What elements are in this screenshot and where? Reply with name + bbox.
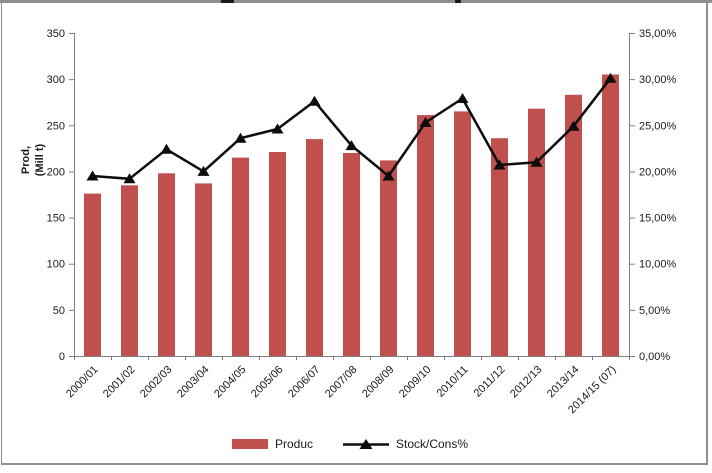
left-axis-tick-label: 100 — [47, 259, 65, 271]
left-axis-title-line2: (Mill t) — [34, 143, 46, 177]
x-axis-label: 2006/07 — [286, 364, 323, 401]
right-axis-tick-label: 0,00% — [639, 351, 670, 363]
left-axis-tick-label: 200 — [47, 166, 65, 178]
legend-line-marker-icon — [343, 439, 389, 449]
produc-bar — [269, 152, 286, 356]
x-axis-label: 2000/01 — [64, 364, 101, 401]
triangle-marker-icon — [382, 170, 395, 181]
produc-bar — [417, 115, 434, 356]
left-axis-tick-label: 350 — [47, 28, 65, 40]
triangle-marker-icon — [456, 93, 469, 104]
legend: Produc Stock/Cons% — [0, 437, 700, 451]
cropped-title-remnant — [221, 0, 234, 3]
triangle-marker-icon — [86, 170, 99, 181]
triangle-marker-icon — [567, 120, 580, 131]
cropped-title-remnant — [455, 0, 461, 3]
x-axis-label: 2004/05 — [212, 364, 249, 401]
legend-bar-swatch-icon — [231, 439, 268, 449]
right-axis-tick-label: 10,00% — [639, 259, 677, 271]
triangle-marker-icon — [308, 95, 321, 106]
x-axis-label: 2002/03 — [138, 364, 175, 401]
legend-item-stockcons: Stock/Cons% — [343, 437, 468, 451]
triangle-marker-icon — [271, 123, 284, 134]
produc-bar — [306, 139, 323, 356]
produc-bar — [343, 153, 360, 356]
x-axis-label: 2003/04 — [175, 364, 212, 401]
legend-label-produc: Produc — [274, 437, 313, 451]
left-axis-title: Prod, (Mill t) — [19, 100, 49, 220]
produc-bar — [232, 157, 249, 356]
triangle-marker-icon — [493, 159, 506, 170]
triangle-marker-icon — [160, 143, 173, 154]
produc-bar — [491, 138, 508, 356]
x-axis-label: 2009/10 — [397, 364, 434, 401]
produc-bar — [158, 173, 175, 356]
right-axis-tick-label: 20,00% — [639, 166, 677, 178]
x-axis-label: 2013/14 — [545, 364, 582, 401]
x-axis-label: 2001/02 — [101, 364, 138, 401]
legend-item-produc: Produc — [231, 437, 313, 451]
triangle-marker-icon — [345, 140, 358, 151]
left-axis-tick-label: 250 — [47, 120, 65, 132]
x-axis-label: 2012/13 — [508, 364, 545, 401]
triangle-marker-icon — [234, 132, 247, 143]
x-axis-label: 2008/09 — [360, 364, 397, 401]
produc-bar — [121, 185, 138, 356]
x-axis-label: 2007/08 — [323, 364, 360, 401]
produc-bar — [528, 108, 545, 356]
x-axis-label: 2011/12 — [472, 364, 508, 400]
right-axis-tick-label: 15,00% — [639, 213, 677, 225]
left-axis-title-line1: Prod, — [20, 145, 32, 175]
right-axis-tick-label: 35,00% — [639, 28, 677, 40]
left-axis-tick-label: 300 — [47, 74, 65, 86]
right-axis-tick-label: 25,00% — [639, 120, 677, 132]
x-axis-label: 2010/11 — [435, 364, 471, 400]
right-axis-tick-label: 5,00% — [639, 305, 670, 317]
right-axis-tick-label: 30,00% — [639, 74, 677, 86]
left-axis-tick-label: 150 — [47, 213, 65, 225]
produc-bar — [565, 94, 582, 357]
triangle-marker-icon — [419, 117, 432, 128]
produc-bar — [602, 74, 619, 356]
cropped-title-strip — [0, 0, 712, 3]
legend-label-stockcons: Stock/Cons% — [396, 437, 469, 451]
produc-bar — [195, 183, 212, 356]
triangle-marker-icon — [123, 173, 136, 184]
triangle-marker-icon — [604, 72, 617, 83]
left-axis-tick-label: 0 — [59, 351, 65, 363]
x-axis-label: 2005/06 — [249, 364, 286, 401]
triangle-marker-icon — [530, 156, 543, 167]
triangle-marker-icon — [197, 165, 210, 176]
produc-bar — [84, 193, 101, 356]
left-axis-tick-label: 50 — [53, 305, 65, 317]
produc-bar — [454, 111, 471, 357]
produc-bar — [380, 160, 397, 356]
